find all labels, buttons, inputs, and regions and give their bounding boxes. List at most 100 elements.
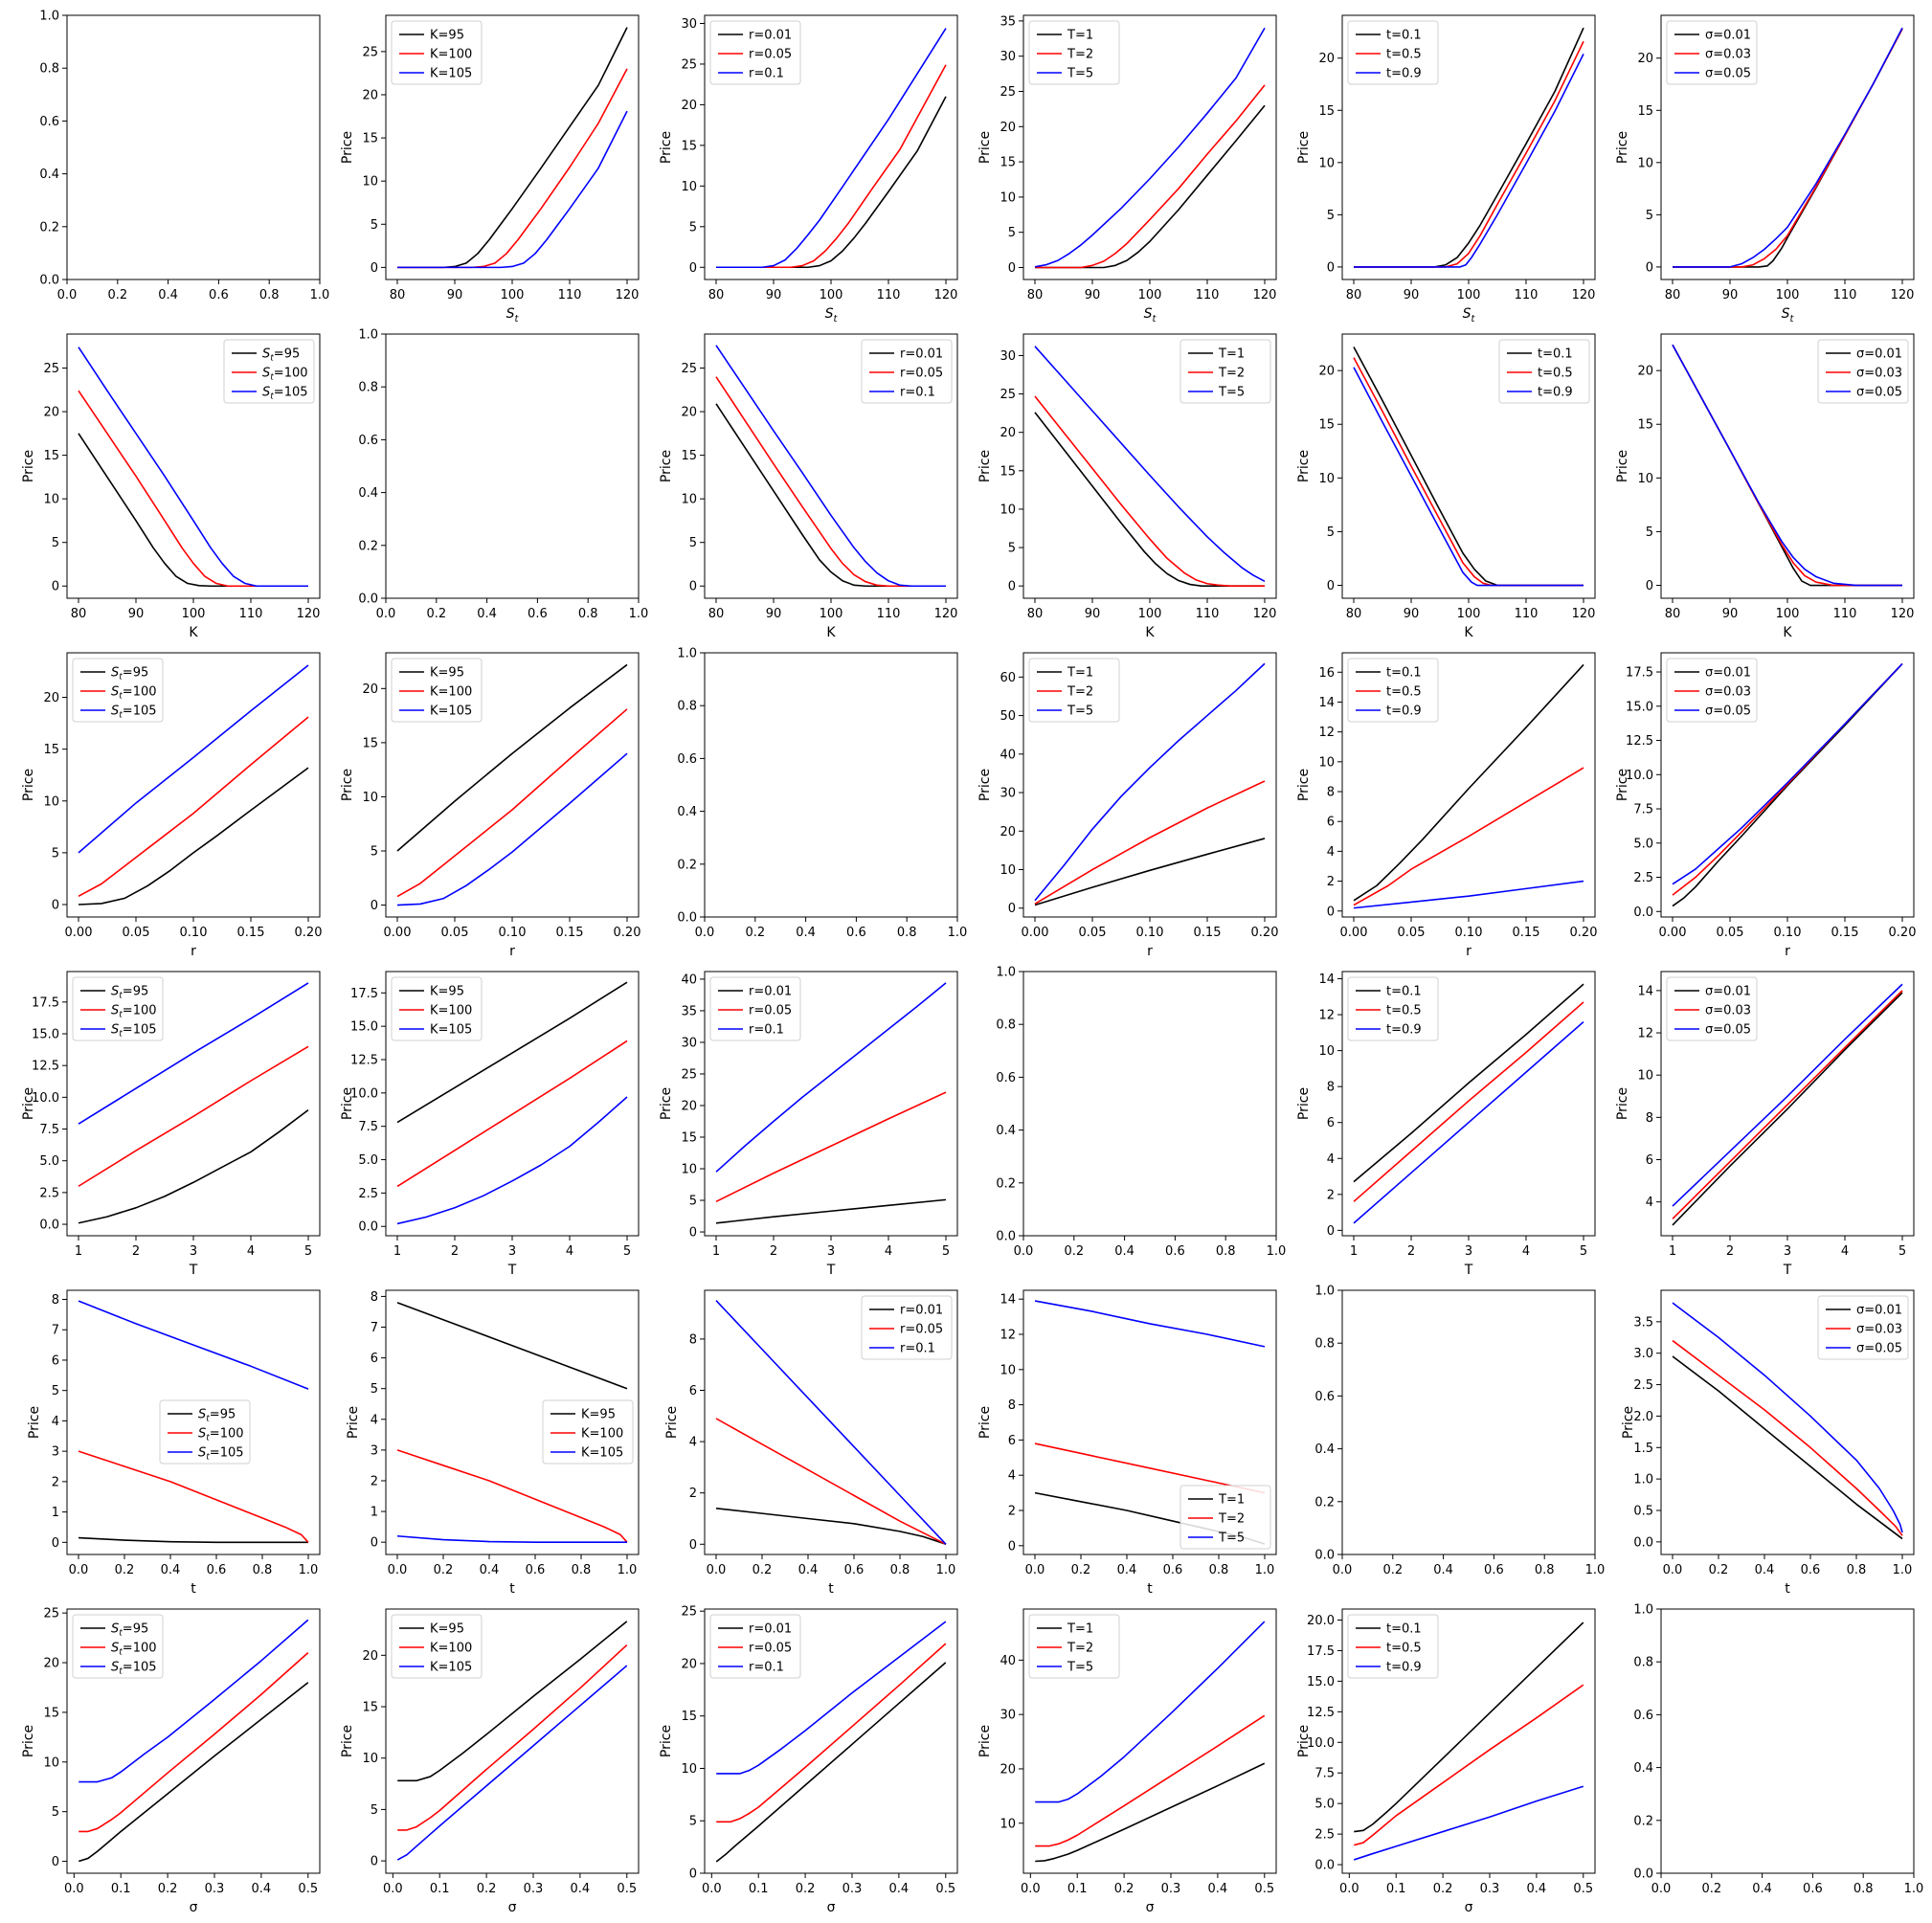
series-line-1 xyxy=(1353,663,1584,902)
x-tick-label: 0.6 xyxy=(526,1563,546,1577)
y-tick-label: 4 xyxy=(689,1436,697,1450)
legend-label-1: St=95 xyxy=(262,347,300,364)
y-tick-label: 14 xyxy=(1318,696,1335,710)
x-axis-label-sub: t xyxy=(1471,314,1475,324)
legend-label-value: =105 xyxy=(274,386,308,400)
x-axis-label-main: S xyxy=(825,306,834,322)
y-tick-label: 8 xyxy=(1327,786,1335,800)
series-line-2 xyxy=(1034,395,1265,587)
legend: σ=0.01 σ=0.03 σ=0.05 xyxy=(1666,976,1758,1041)
legend-box xyxy=(159,1399,251,1465)
legend: T=1 T=2 T=5 xyxy=(1179,1485,1271,1550)
series-line-3 xyxy=(1035,1621,1266,1803)
y-axis-label: Price xyxy=(1296,450,1312,482)
x-axis-label: St xyxy=(825,306,839,324)
series-line-1 xyxy=(1672,1355,1903,1540)
x-tick-label: 4 xyxy=(1841,1244,1849,1259)
x-tick-label: 120 xyxy=(934,607,958,621)
legend-label-sub: t xyxy=(206,1434,210,1443)
legend-label-1: t=0.1 xyxy=(1538,347,1573,362)
y-axis-label: Price xyxy=(1615,131,1630,164)
x-tick-label: 0.6 xyxy=(846,926,866,940)
x-tick-label: 1.0 xyxy=(1904,1882,1924,1896)
y-axis-label: Price xyxy=(977,450,993,482)
legend: r=0.01 r=0.05 r=0.1 xyxy=(709,20,801,85)
y-tick-label: 5 xyxy=(689,220,697,235)
x-tick-label: 0.0 xyxy=(1021,1882,1041,1896)
legend-label-2: r=0.05 xyxy=(900,1323,943,1337)
series-line-1 xyxy=(396,1302,628,1390)
y-tick-label: 25 xyxy=(681,1067,697,1082)
y-tick-label: 0.4 xyxy=(677,805,697,819)
y-axis-label: Price xyxy=(1615,450,1630,482)
legend-label-main: S xyxy=(111,985,119,999)
x-axis-label: t xyxy=(828,1581,834,1597)
x-axis-label-text: t xyxy=(509,1581,515,1597)
y-axis-label: Price xyxy=(21,1087,36,1120)
x-tick-label: 0.2 xyxy=(426,607,446,621)
series-line-2 xyxy=(396,708,628,898)
series-line-1 xyxy=(715,403,946,588)
legend: σ=0.01 σ=0.03 σ=0.05 xyxy=(1666,658,1758,723)
x-tick-label: 0.2 xyxy=(1382,1563,1403,1577)
y-tick-label: 0 xyxy=(1327,1224,1335,1239)
series-line-3 xyxy=(1672,983,1903,1207)
legend-box xyxy=(1028,1614,1120,1679)
legend-box xyxy=(1347,976,1439,1041)
x-tick-label: 3 xyxy=(1784,1244,1791,1259)
legend-label-3: K=105 xyxy=(430,67,472,81)
legend: T=1 T=2 T=5 xyxy=(1028,20,1120,85)
x-tick-label: 4 xyxy=(885,1244,892,1259)
x-tick-label: 120 xyxy=(934,288,958,302)
legend-box xyxy=(72,658,164,723)
x-tick-label: 0.00 xyxy=(65,926,93,940)
legend: T=1 T=2 T=5 xyxy=(1028,658,1120,723)
legend-box xyxy=(391,976,483,1041)
x-axis-label: K xyxy=(1145,625,1155,640)
legend-label-1: K=95 xyxy=(430,666,464,681)
y-tick-label: 0.0 xyxy=(39,1219,59,1233)
subplot-3-0: 1 2 3 4 5 0.0 2.5 5.0 7.5 10.0 12.5 15.0 17.5 T Price S… xyxy=(21,971,321,1278)
x-axis-label-text: t xyxy=(1785,1581,1790,1597)
y-tick-label: 14 xyxy=(1637,984,1653,998)
x-tick-label: 3 xyxy=(1465,1244,1472,1259)
x-axis-label-main: S xyxy=(1782,306,1790,322)
legend-label-3: T=5 xyxy=(1218,386,1245,400)
subplot-4-1: 0.0 0.2 0.4 0.6 0.8 1.0 0 1 2 3 4 5 6 7 8 t Price K=95 K=1… xyxy=(346,1289,640,1597)
x-tick-label: 0.6 xyxy=(1484,1563,1504,1577)
y-tick-label: 0 xyxy=(1646,579,1653,593)
legend-label-3: σ=0.05 xyxy=(1705,704,1751,719)
x-axis-label: T xyxy=(189,1263,198,1278)
x-tick-label: 90 xyxy=(766,607,782,621)
y-tick-label: 10.0 xyxy=(1307,1736,1335,1751)
x-tick-label: 1.0 xyxy=(629,607,649,621)
x-tick-label: 90 xyxy=(766,288,782,302)
x-tick-label: 0.4 xyxy=(1755,1563,1775,1577)
x-tick-label: 0.15 xyxy=(556,926,584,940)
legend-label-2: r=0.05 xyxy=(749,1004,792,1018)
series-line-2 xyxy=(78,1450,309,1543)
y-tick-label: 0 xyxy=(689,1867,697,1882)
legend: r=0.01 r=0.05 r=0.1 xyxy=(861,1295,953,1360)
x-tick-label: 100 xyxy=(1776,607,1800,621)
series-line-3 xyxy=(1672,662,1903,885)
x-tick-label: 0.05 xyxy=(1717,926,1744,940)
x-tick-label: 100 xyxy=(1457,607,1481,621)
y-tick-label: 10 xyxy=(681,1163,697,1177)
y-tick-label: 10 xyxy=(43,493,59,507)
subplot-5-0: 0.0 0.1 0.2 0.3 0.4 0.50510152025σPriceSt=95S… xyxy=(21,1607,321,1915)
x-tick-label: 2 xyxy=(770,1244,777,1259)
legend-label-1: r=0.01 xyxy=(749,985,792,999)
legend-label-main: S xyxy=(111,704,119,719)
x-tick-label: 1 xyxy=(393,1244,401,1259)
legend-label-1: T=1 xyxy=(1067,1622,1093,1637)
x-tick-label: 4 xyxy=(247,1244,255,1259)
y-tick-label: 0.8 xyxy=(996,1018,1016,1033)
legend-box xyxy=(861,339,953,404)
legend-label-2: K=100 xyxy=(581,1427,623,1442)
series-line-1 xyxy=(1354,27,1584,268)
legend-label-1: t=0.1 xyxy=(1386,1622,1422,1637)
y-tick-label: 5 xyxy=(52,1805,59,1820)
